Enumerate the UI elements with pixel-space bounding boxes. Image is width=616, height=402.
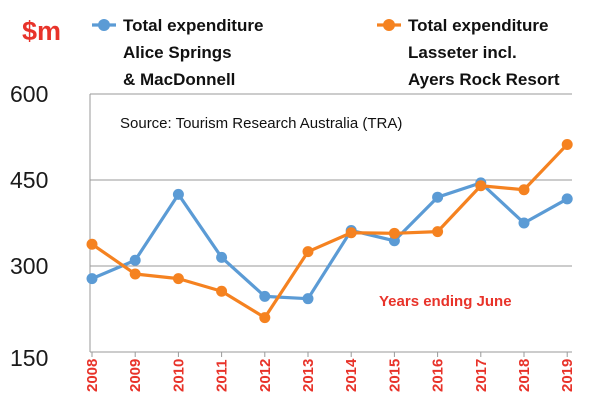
legend-item-2: Total expenditure Lasseter incl. Ayers Roc… [377, 16, 560, 89]
data-point [129, 254, 141, 266]
x-tick-label: 2019 [559, 359, 576, 392]
x-tick-label: 2013 [300, 359, 317, 392]
data-point [259, 312, 271, 324]
data-point [86, 238, 98, 250]
y-unit-label: $m [22, 16, 61, 46]
data-point [259, 290, 271, 302]
data-point [561, 193, 573, 205]
legend-swatch-marker [383, 19, 395, 31]
data-point [561, 138, 573, 150]
x-tick-label: 2009 [127, 359, 144, 392]
data-point [302, 293, 314, 305]
data-point [216, 285, 228, 297]
legend-label-line: Lasseter incl. [408, 43, 517, 62]
series-layer [86, 138, 573, 324]
data-point [345, 227, 357, 239]
legend: Total expenditure Alice Springs & MacDonne… [92, 16, 560, 89]
legend-swatch-marker [98, 19, 110, 31]
grid-lines [90, 93, 572, 267]
y-tick-label: 450 [10, 167, 48, 193]
y-tick-label: 150 [10, 345, 48, 371]
x-tick-label: 2011 [214, 359, 231, 392]
series-line [91, 143, 569, 320]
data-point [518, 217, 530, 229]
legend-label-line: Total expenditure [408, 16, 548, 35]
x-tick-label: 2017 [473, 359, 490, 392]
data-point [129, 268, 141, 280]
legend-label-line: Ayers Rock Resort [408, 70, 560, 89]
data-point [518, 184, 530, 196]
data-point [86, 273, 98, 285]
data-point [432, 226, 444, 238]
period-note: Years ending June [379, 293, 512, 310]
x-tick-label: 2014 [343, 358, 360, 392]
source-note: Source: Tourism Research Australia (TRA) [120, 115, 402, 132]
data-point [172, 273, 184, 285]
x-tick-label: 2016 [430, 359, 447, 392]
data-point [216, 251, 228, 263]
series-line [91, 181, 568, 301]
y-tick-label: 600 [10, 81, 48, 107]
data-point [172, 188, 184, 200]
series-2 [86, 138, 573, 324]
x-tick-label: 2010 [170, 359, 187, 392]
data-point [432, 191, 444, 203]
x-tick-labels: 2008 2009 2010 2011 2012 2013 2014 2015 2016 2017… [84, 358, 576, 392]
legend-label-line: & MacDonnell [123, 70, 235, 89]
x-tick-label: 2008 [84, 359, 101, 392]
y-tick-labels: 600 450 300 150 [10, 81, 48, 371]
x-tick-label: 2012 [257, 359, 274, 392]
data-point [388, 227, 400, 239]
legend-label-line: Alice Springs [123, 43, 232, 62]
legend-item-1: Total expenditure Alice Springs & MacDonne… [92, 16, 263, 89]
data-point [475, 180, 487, 192]
data-point [302, 246, 314, 258]
x-tick-label: 2018 [516, 359, 533, 392]
y-tick-label: 300 [10, 253, 48, 279]
axes [89, 94, 572, 357]
legend-label-line: Total expenditure [123, 16, 263, 35]
x-tick-label: 2015 [386, 359, 403, 392]
